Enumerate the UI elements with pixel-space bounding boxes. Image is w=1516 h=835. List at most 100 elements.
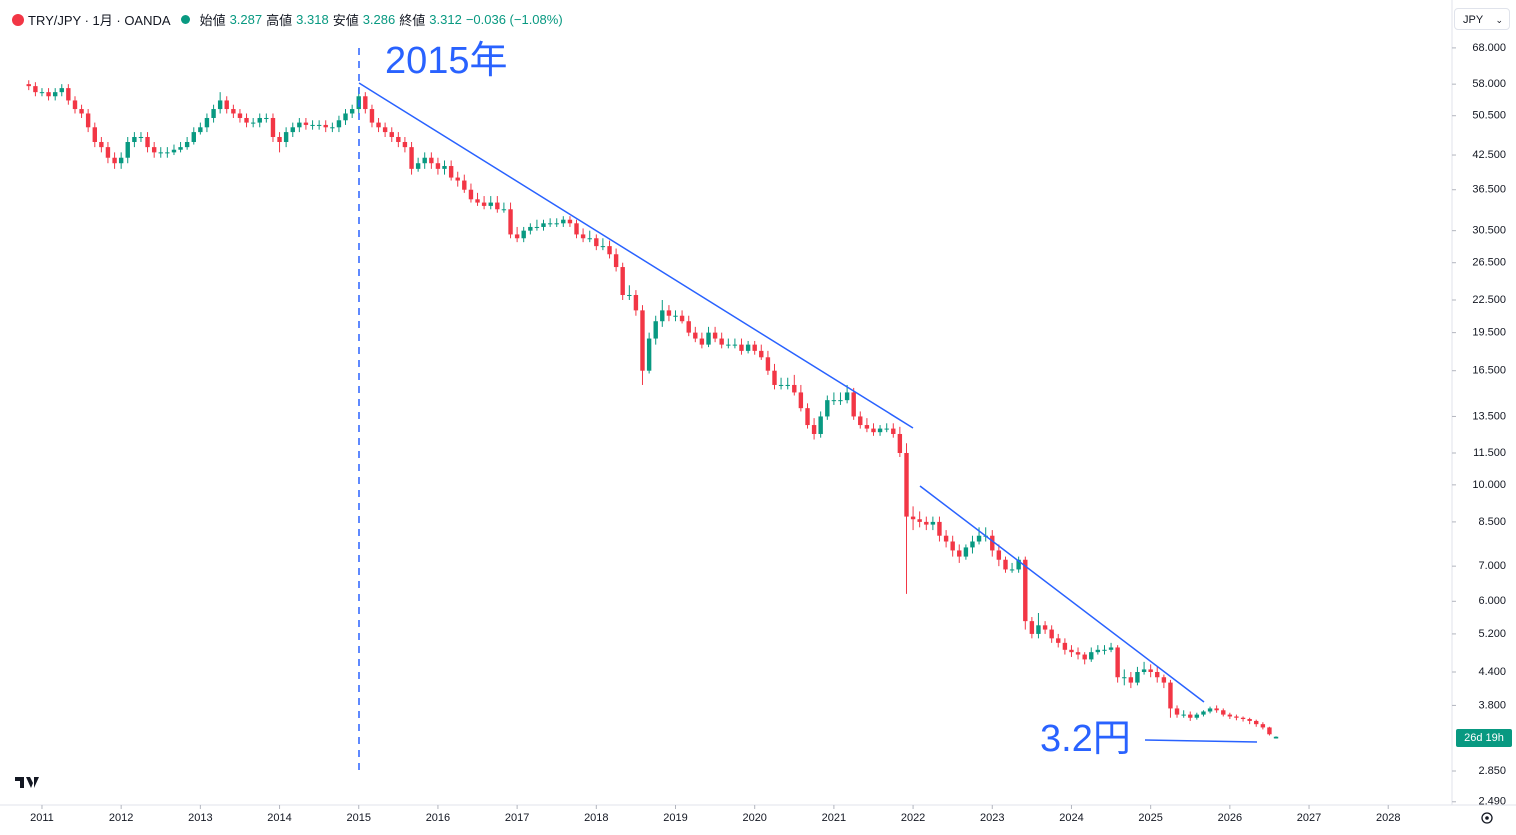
candle-body bbox=[1016, 559, 1021, 570]
candle-body bbox=[686, 321, 691, 333]
candle-body bbox=[72, 100, 78, 110]
candle-body bbox=[501, 209, 507, 211]
candle-body bbox=[389, 132, 394, 137]
candle-body bbox=[343, 113, 348, 121]
candle-body bbox=[884, 428, 889, 430]
candle-body bbox=[1267, 727, 1272, 735]
candle-body bbox=[1155, 671, 1160, 678]
candle-body bbox=[574, 223, 579, 235]
candle-body bbox=[1075, 652, 1081, 655]
candle-body bbox=[1201, 711, 1206, 715]
candle-body bbox=[191, 132, 196, 143]
y-tick-label: 22.500 bbox=[1472, 294, 1506, 306]
candle-body bbox=[132, 136, 137, 143]
x-tick-label: 2011 bbox=[30, 812, 54, 824]
candle-body bbox=[660, 310, 665, 322]
annotation: 2015年 bbox=[385, 40, 508, 82]
candle-body bbox=[858, 416, 863, 426]
settings-icon[interactable] bbox=[1481, 812, 1493, 824]
x-tick-label: 2017 bbox=[505, 812, 529, 824]
trend-line bbox=[358, 82, 914, 429]
candle-body bbox=[33, 86, 38, 93]
candle-body bbox=[1221, 710, 1226, 715]
candle-body bbox=[1108, 647, 1114, 650]
ohlc-label: 安値 bbox=[332, 13, 359, 28]
candle-body bbox=[653, 321, 658, 339]
candle-body bbox=[646, 338, 652, 371]
candle-body bbox=[92, 127, 97, 143]
candle-body bbox=[151, 147, 157, 153]
candle-body bbox=[59, 88, 64, 93]
candle-body bbox=[666, 310, 672, 316]
candle-body bbox=[640, 310, 645, 371]
candle-body bbox=[198, 127, 203, 133]
candle-body bbox=[1009, 569, 1015, 571]
x-tick-label: 2028 bbox=[1376, 812, 1400, 824]
candle-body bbox=[1188, 714, 1193, 718]
candle-body bbox=[462, 180, 467, 190]
ohlc-value: 3.287 bbox=[229, 12, 263, 27]
y-tick-label: 36.500 bbox=[1472, 184, 1506, 196]
candle-body bbox=[528, 226, 533, 231]
candle-body bbox=[1240, 717, 1246, 720]
currency-select[interactable]: JPY ⌄ bbox=[1454, 8, 1510, 30]
candle-body bbox=[904, 452, 909, 517]
candle-body bbox=[1174, 708, 1180, 715]
candle-body bbox=[851, 392, 856, 417]
candle-body bbox=[514, 234, 520, 239]
candle-body bbox=[719, 338, 724, 345]
y-tick-label: 10.000 bbox=[1472, 479, 1506, 491]
candle-body bbox=[336, 120, 342, 128]
candle-body bbox=[145, 136, 150, 148]
candle-body bbox=[1102, 649, 1107, 651]
y-tick-label: 2.490 bbox=[1478, 796, 1506, 808]
y-tick-label: 2.850 bbox=[1478, 765, 1506, 777]
candle-body bbox=[99, 142, 104, 148]
candle-body bbox=[455, 177, 460, 181]
candle-body bbox=[1023, 559, 1028, 622]
x-tick-label: 2012 bbox=[109, 812, 133, 824]
candle-body bbox=[792, 384, 797, 393]
candle-body bbox=[1141, 669, 1147, 672]
logo bbox=[15, 777, 39, 788]
candle-body bbox=[897, 433, 903, 453]
candle-body bbox=[46, 92, 51, 97]
candle-body bbox=[541, 223, 546, 227]
candle-body bbox=[765, 357, 771, 371]
candle-body bbox=[976, 535, 982, 542]
candle-body bbox=[310, 124, 315, 126]
x-tick-label: 2013 bbox=[188, 812, 212, 824]
candle-body bbox=[693, 332, 698, 339]
candle-body bbox=[1247, 719, 1252, 721]
candle-body bbox=[818, 416, 823, 434]
x-tick-label: 2021 bbox=[822, 812, 846, 824]
candle-body bbox=[831, 400, 837, 402]
y-tick-label: 30.500 bbox=[1472, 225, 1506, 237]
candle-body bbox=[1036, 625, 1041, 634]
x-tick-label: 2022 bbox=[901, 812, 925, 824]
y-tick-label: 68.000 bbox=[1472, 42, 1506, 54]
candle-body bbox=[561, 219, 566, 224]
candle-body bbox=[600, 246, 606, 248]
candle-body bbox=[158, 152, 163, 154]
candle-body bbox=[26, 84, 31, 87]
candle-body bbox=[165, 152, 170, 154]
candle-body bbox=[844, 392, 850, 401]
candle-body bbox=[422, 157, 427, 164]
candle-body bbox=[303, 122, 309, 125]
candle-body bbox=[1135, 671, 1140, 683]
candle-body bbox=[712, 332, 718, 339]
candle-body bbox=[871, 428, 876, 433]
candle-body bbox=[1115, 647, 1120, 678]
candle-body bbox=[673, 315, 678, 317]
candle-body bbox=[706, 332, 711, 345]
x-tick-label: 2027 bbox=[1297, 812, 1321, 824]
candle-body bbox=[224, 100, 229, 110]
candle-body bbox=[759, 350, 764, 358]
candle-body bbox=[864, 425, 870, 429]
candle-body bbox=[534, 226, 540, 228]
candle-body bbox=[105, 147, 111, 158]
y-tick-label: 3.800 bbox=[1478, 699, 1506, 711]
